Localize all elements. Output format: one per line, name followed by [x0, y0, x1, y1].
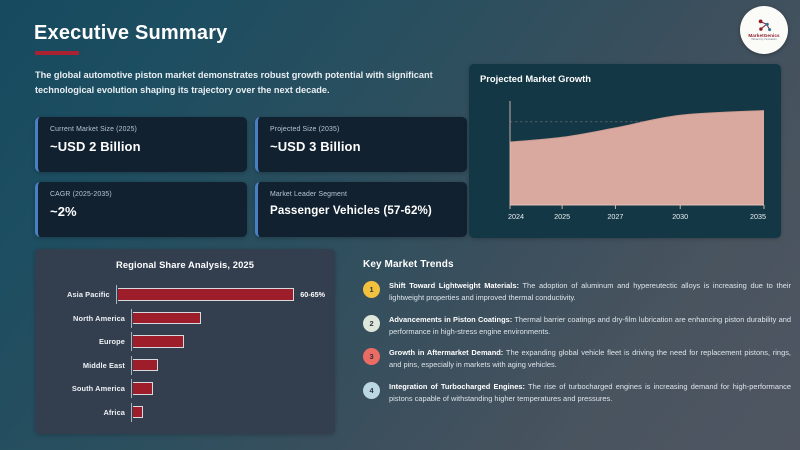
trend-item: 1 Shift Toward Lightweight Materials: The… — [363, 280, 791, 304]
bar-fill — [133, 335, 184, 348]
bar-fill — [133, 405, 143, 419]
stat-value: ~USD 2 Billion — [50, 139, 141, 154]
company-logo: MarketGenics Vibrant by Innovation — [740, 6, 788, 54]
trend-number-badge: 3 — [363, 348, 380, 366]
svg-text:2025: 2025 — [554, 212, 570, 221]
trend-number-badge: 2 — [363, 314, 380, 332]
chart-title: Regional Share Analysis, 2025 — [115, 259, 255, 270]
stat-card-cagr: CAGR (2025-2035) ~2% — [35, 182, 247, 237]
trend-text: Advancements in Piston Coatings: Thermal… — [389, 314, 791, 336]
stat-label: Market Leader Segment — [270, 191, 348, 198]
bar-track — [131, 332, 325, 351]
bar-row: Europe — [45, 332, 325, 351]
bar-category-label: South America — [71, 384, 125, 393]
trends-heading: Key Market Trends — [363, 259, 454, 270]
bar-chart-plot: Asia Pacific 60-65% North America Europe Mid… — [45, 285, 325, 425]
bar-track — [131, 379, 325, 398]
stat-card-current-market-size: Current Market Size (2025) ~USD 2 Billio… — [35, 117, 247, 172]
page-title: Executive Summary — [34, 22, 228, 44]
bar-value-label: 60-65% — [300, 290, 325, 299]
trend-heading: Integration of Turbocharged Engines: — [389, 381, 525, 391]
trend-heading: Growth in Aftermarket Demand: — [389, 348, 504, 358]
trend-heading: Advancements in Piston Coatings: — [389, 314, 513, 324]
bar-fill — [133, 382, 153, 395]
stat-value: ~USD 3 Billion — [270, 139, 361, 154]
stat-label: Projected Size (2035) — [270, 126, 340, 133]
trend-number-badge: 4 — [363, 381, 380, 399]
trend-text: Shift Toward Lightweight Materials: The … — [389, 281, 791, 303]
logo-name: MarketGenics — [748, 32, 780, 38]
bar-row: Asia Pacific 60-65% — [45, 285, 325, 304]
trend-item: 3 Growth in Aftermarket Demand: The expan… — [363, 347, 791, 371]
bar-track — [131, 402, 325, 422]
bar-category-label: Asia Pacific — [67, 290, 110, 299]
svg-text:2035: 2035 — [750, 212, 766, 221]
area-chart-plot: 2024 2025 2027 2030 2035 — [480, 95, 770, 227]
title-underline-rule — [35, 51, 79, 55]
svg-text:2024: 2024 — [508, 212, 524, 221]
bar-track — [131, 308, 325, 328]
chart-title: Projected Market Growth — [480, 73, 591, 84]
trend-number-badge: 1 — [363, 281, 380, 298]
stat-card-market-leader-segment: Market Leader Segment Passenger Vehicles… — [255, 182, 467, 237]
svg-text:2030: 2030 — [672, 212, 688, 221]
bar-row: South America — [45, 379, 325, 398]
svg-text:2027: 2027 — [607, 212, 623, 221]
bar-category-label: Europe — [98, 337, 125, 346]
trends-list: 1 Shift Toward Lightweight Materials: The… — [363, 280, 791, 415]
stat-card-projected-size: Projected Size (2035) ~USD 3 Billion — [255, 117, 467, 172]
trend-item: 2 Advancements in Piston Coatings: Therma… — [363, 314, 791, 338]
bar-fill — [133, 358, 159, 372]
bar-category-label: Middle East — [82, 360, 125, 370]
stat-label: CAGR (2025-2035) — [50, 191, 112, 198]
stat-label: Current Market Size (2025) — [50, 126, 138, 133]
regional-share-analysis-panel: Regional Share Analysis, 2025 Asia Pacif… — [35, 249, 335, 434]
bar-row: North America — [45, 308, 325, 328]
bar-fill — [117, 288, 295, 301]
network-node-icon — [757, 19, 772, 33]
bar-track — [131, 355, 325, 375]
bar-category-label: North America — [73, 313, 125, 323]
trend-text: Growth in Aftermarket Demand: The expand… — [389, 348, 791, 370]
projected-market-growth-panel: Projected Market Growth 2024 2025 2027 2030… — [469, 64, 781, 238]
bar-fill — [133, 311, 201, 325]
trend-text: Integration of Turbocharged Engines: The… — [389, 381, 791, 403]
page-subtitle: The global automotive piston market demo… — [35, 70, 433, 95]
stat-value: Passenger Vehicles (57-62%) — [270, 204, 432, 217]
bar-category-label: Africa — [103, 407, 125, 417]
bar-row: Middle East — [45, 355, 325, 375]
bar-track: 60-65% — [115, 285, 325, 304]
logo-tagline: Vibrant by Innovation — [751, 38, 777, 42]
stat-value: ~2% — [50, 204, 77, 219]
trend-item: 4 Integration of Turbocharged Engines: Th… — [363, 381, 791, 405]
bar-row: Africa — [45, 402, 325, 422]
trend-heading: Shift Toward Lightweight Materials: — [389, 281, 519, 290]
